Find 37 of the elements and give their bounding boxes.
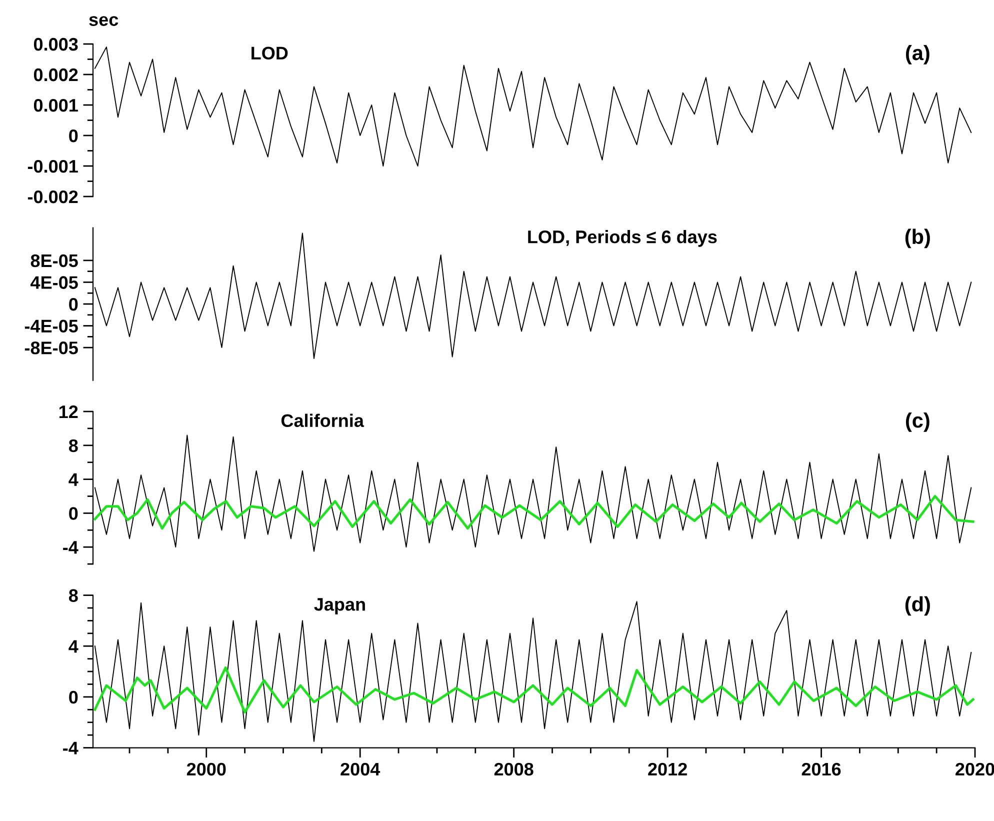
annotation: (d)	[905, 596, 930, 616]
y-tick-label: 0.003	[34, 38, 78, 51]
y-tick-label: -0.002	[28, 190, 78, 204]
y-tick-label: -8E-05	[24, 342, 78, 354]
annotation: (b)	[905, 228, 930, 248]
x-tick-label: 2012	[648, 762, 687, 776]
y-tick-label: 4E-05	[30, 276, 78, 289]
y-tick-label: -4	[63, 541, 78, 554]
annotation: (a)	[906, 44, 930, 64]
x-tick-label: 2004	[340, 762, 380, 776]
y-tick-label: 0	[69, 298, 78, 311]
y-tick-label: -4E-05	[24, 320, 78, 333]
chart-title: LOD	[252, 46, 288, 60]
chart-title: California	[281, 414, 364, 428]
y-tick-label: 0	[69, 129, 78, 142]
x-tick-label: 2008	[494, 762, 534, 776]
y-tick-label: 12	[59, 405, 78, 418]
chart-title: Japan	[314, 598, 365, 614]
y-tick-label: 0.001	[34, 98, 78, 112]
y-tick-label: 0.002	[34, 68, 78, 82]
y-tick-label: -0.001	[28, 160, 78, 173]
y-tick-label: 0	[69, 507, 78, 520]
y-tick-label: 0	[69, 690, 78, 704]
y-tick-label: 8E-05	[30, 254, 78, 268]
annotation: (c)	[906, 412, 930, 432]
y-tick-label: 4	[68, 473, 78, 486]
y-tick-label: 8	[68, 589, 78, 602]
x-tick-label: 2000	[186, 762, 226, 776]
y-tick-label: -4	[63, 742, 78, 754]
y-axis-title: sec	[89, 16, 118, 26]
line-series	[94, 494, 974, 530]
line-series	[94, 666, 974, 714]
x-tick-label: 2020	[956, 762, 994, 776]
y-tick-label: 8	[68, 439, 78, 452]
x-tick-label: 2016	[802, 762, 841, 776]
y-tick-label: 4	[68, 640, 78, 653]
chart-title: LOD, Periods ≤ 6 days	[528, 230, 717, 247]
